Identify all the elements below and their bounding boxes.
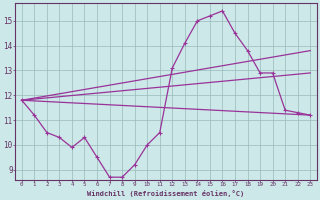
X-axis label: Windchill (Refroidissement éolien,°C): Windchill (Refroidissement éolien,°C) (87, 190, 244, 197)
